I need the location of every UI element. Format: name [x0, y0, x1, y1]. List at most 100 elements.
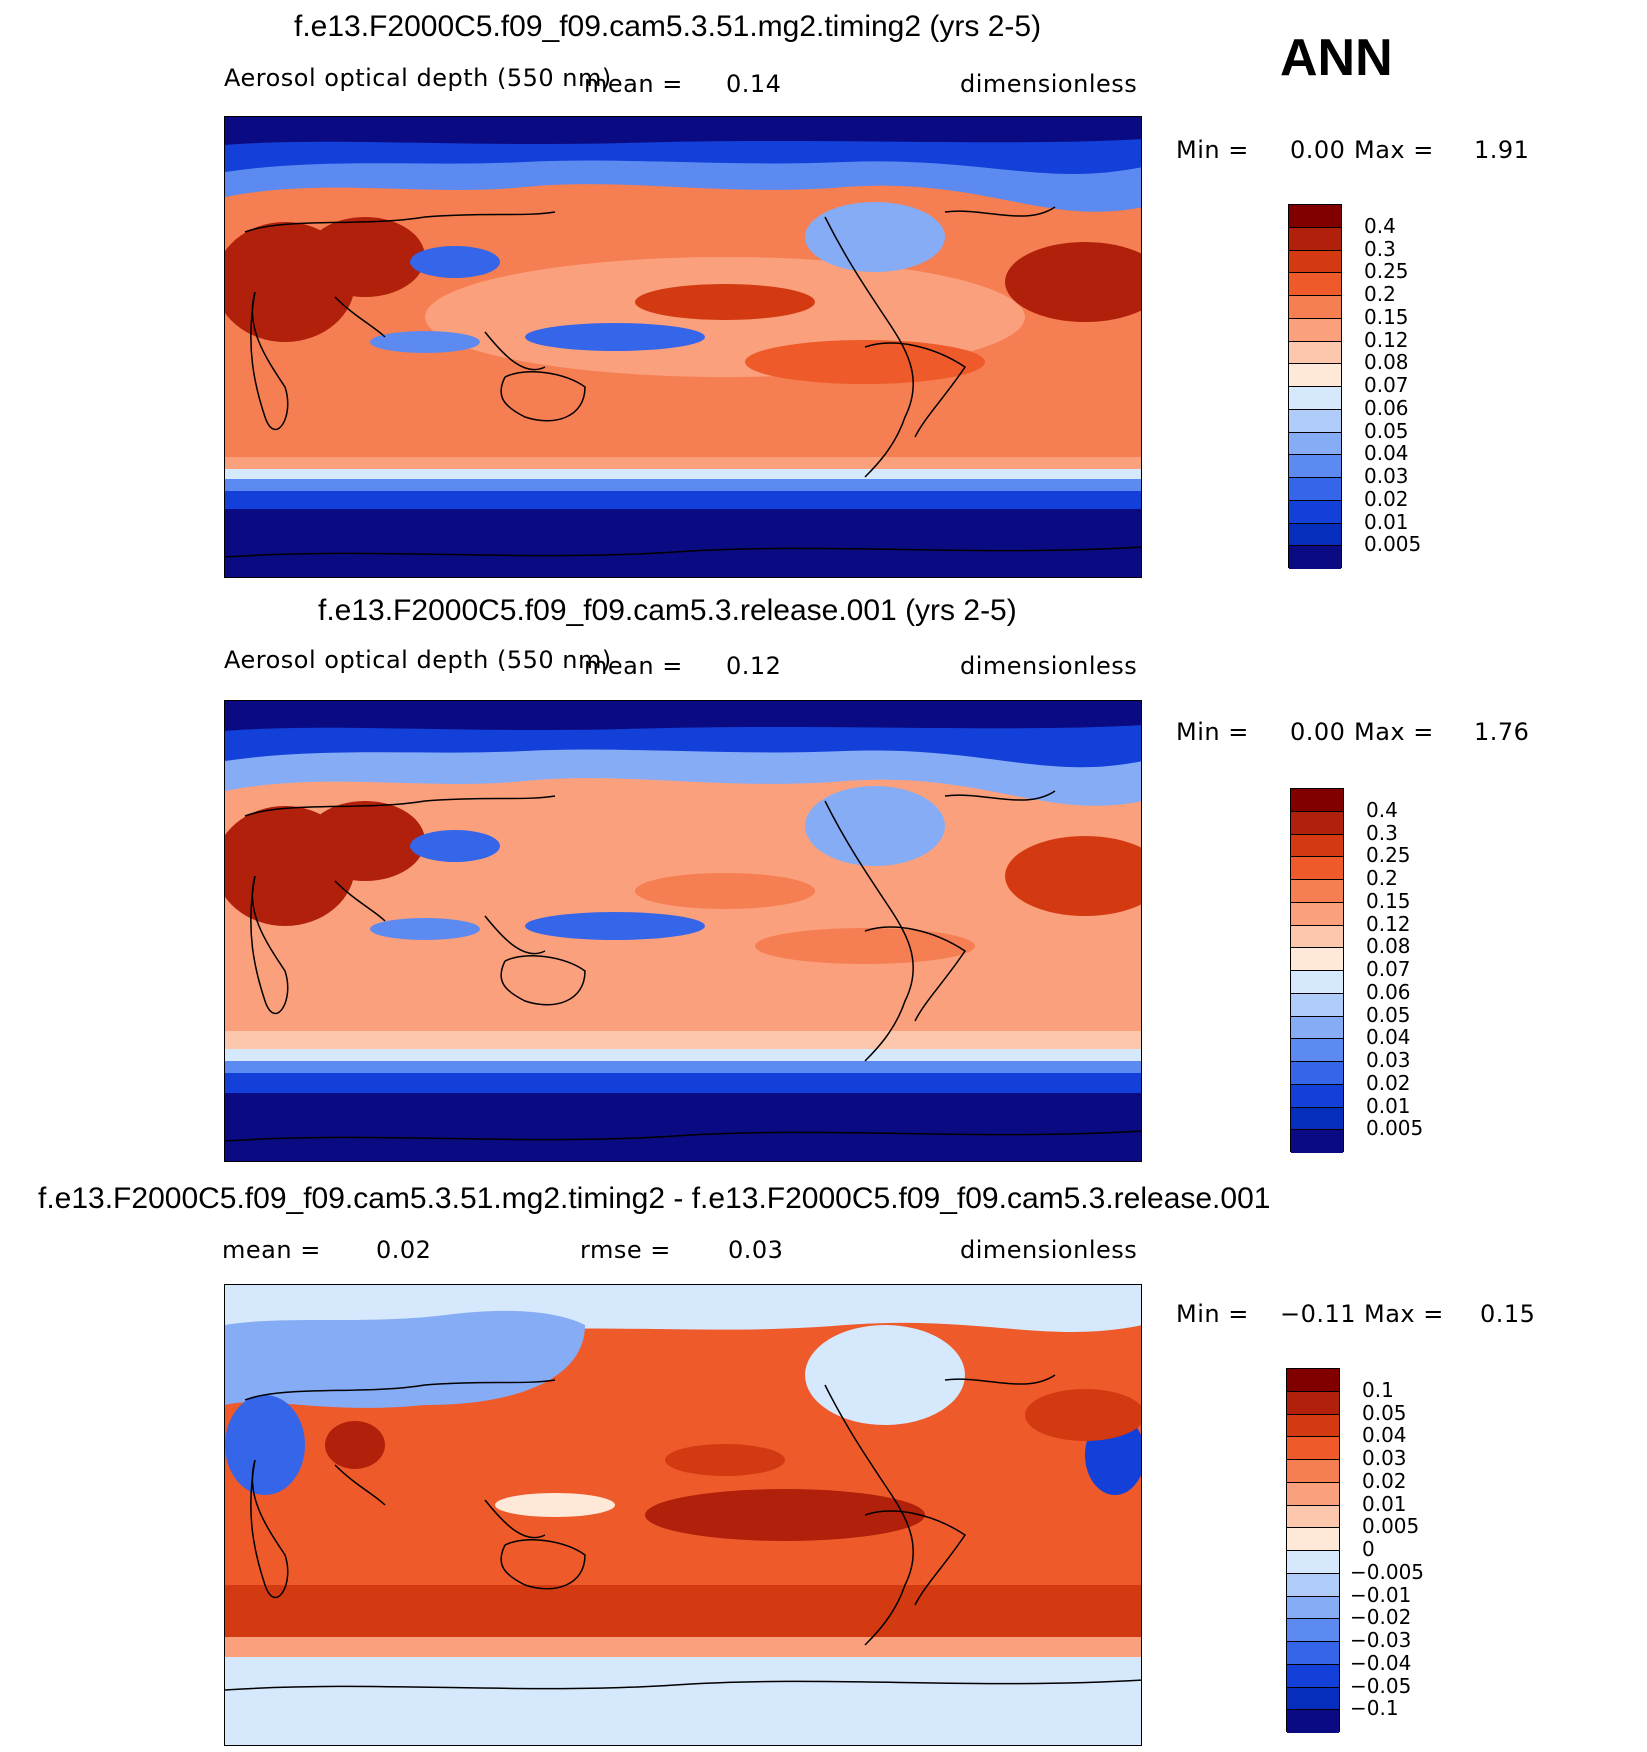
map-atlantic-high: [1025, 1389, 1141, 1441]
panel-1-colorbar-segment: [1289, 227, 1341, 251]
panel-3-colorbar-segment: [1287, 1528, 1339, 1551]
panel-2-colorbar-segment: [1291, 811, 1343, 835]
panel-1-max-value: 1.91: [1474, 136, 1530, 164]
panel-2-colorbar-segment: [1291, 1039, 1343, 1062]
panel-2-colorbar-segment: [1291, 1130, 1343, 1153]
panel-2-colorbar-tick-label: 0.06: [1366, 979, 1411, 1004]
panel-3-colorbar-segment: [1287, 1642, 1339, 1665]
panel-1-mean-label: mean =: [584, 70, 683, 98]
panel-2-min-label: Min =: [1176, 718, 1249, 746]
map-coastlines: [225, 1374, 1141, 1691]
season-label: ANN: [1280, 29, 1393, 87]
panel-1-map: [224, 116, 1142, 578]
panel-1-colorbar-segment: [1289, 523, 1341, 547]
panel-3-colorbar: [1286, 1368, 1340, 1733]
map-indian-low: [370, 918, 480, 940]
panel-3-colorbar-segment: [1287, 1391, 1339, 1415]
panel-1-colorbar-tick-label: 0.05: [1364, 418, 1409, 443]
panel-1-colorbar-tick-label: 0.03: [1364, 464, 1409, 488]
map-band-south-5: [225, 509, 1141, 577]
panel-3-colorbar-tick-label: 0.03: [1362, 1446, 1407, 1470]
panel-1-colorbar-tick-label: 0.08: [1364, 350, 1409, 375]
panel-2-mean-value: 0.12: [726, 652, 782, 680]
panel-3-rmse-label: rmse =: [580, 1236, 671, 1264]
panel-3-map-svg: [225, 1285, 1141, 1745]
panel-1-colorbar-tick-label: 0.01: [1364, 509, 1409, 534]
map-warmpool-low: [525, 912, 705, 940]
map-pacific-east: [745, 340, 985, 384]
panel-3-colorbar-segment: [1287, 1505, 1339, 1529]
panel-1-min-value: 0.00: [1290, 136, 1346, 164]
panel-2-colorbar-tick-label: 0.01: [1366, 1093, 1411, 1118]
panel-2-colorbar-segment: [1291, 993, 1343, 1017]
panel-2-colorbar-tick-label: 0.04: [1366, 1025, 1411, 1050]
panel-1-colorbar-tick-label: 0.25: [1364, 259, 1409, 284]
panel-3-max-value: 0.15: [1480, 1300, 1536, 1328]
map-tibet-low: [410, 246, 500, 278]
map-atlantic-high: [1005, 242, 1141, 322]
panel-1-colorbar-tick-label: 0.02: [1364, 486, 1409, 511]
map-atlantic-high: [1005, 836, 1141, 916]
panel-1-colorbar-segment: [1289, 296, 1341, 319]
panel-3-colorbar-segment: [1287, 1664, 1339, 1688]
panel-2-colorbar-segment: [1291, 880, 1343, 903]
panel-3-mean-value: 0.02: [376, 1236, 432, 1264]
panel-1-colorbar-tick-label: 0.06: [1364, 395, 1409, 420]
map-coastlines: [225, 790, 1141, 1142]
panel-2-colorbar-segment: [1291, 834, 1343, 858]
panel-1-units: dimensionless: [960, 70, 1138, 98]
map-namerica-low: [805, 202, 945, 272]
panel-2-colorbar-tick-label: 0.3: [1366, 820, 1398, 845]
panel-2-mean-label: mean =: [584, 652, 683, 680]
map-nafrica-low: [225, 1395, 305, 1495]
map-pacific-max: [635, 873, 815, 909]
panel-1-colorbar-segment: [1289, 318, 1341, 342]
panel-1-colorbar-tick-label: 0.4: [1364, 213, 1396, 238]
panel-3-colorbar-tick-label: 0: [1362, 1537, 1375, 1561]
panel-2-colorbar: [1290, 788, 1344, 1153]
panel-3-colorbar-tick-label: 0.05: [1362, 1400, 1407, 1425]
map-band-south-3: [225, 1657, 1141, 1745]
panel-2-colorbar-tick-label: 0.4: [1366, 797, 1398, 822]
panel-3-map: [224, 1284, 1142, 1746]
panel-2-colorbar-tick-label: 0.15: [1366, 888, 1411, 913]
panel-2-colorbar-tick-label: 0.02: [1366, 1070, 1411, 1095]
panel-2-colorbar-tick-label: 0.12: [1366, 911, 1411, 936]
map-band-south-2: [225, 1637, 1141, 1657]
panel-2-colorbar-segment: [1291, 971, 1343, 994]
panel-1-colorbar-segment: [1289, 455, 1341, 478]
map-namerica-low: [805, 1325, 965, 1425]
panel-3-colorbar-tick-label: 0.005: [1362, 1514, 1420, 1539]
panel-3-units: dimensionless: [960, 1236, 1138, 1264]
panel-1-colorbar-tick-label: 0.07: [1364, 373, 1409, 397]
panel-3-mean-label: mean =: [222, 1236, 321, 1264]
panel-2-title: f.e13.F2000C5.f09_f09.cam5.3.release.001…: [318, 594, 1017, 627]
panel-3-colorbar-segment: [1287, 1619, 1339, 1642]
panel-3-colorbar-segment: [1287, 1573, 1339, 1597]
map-namerica-low: [805, 786, 945, 866]
panel-2-colorbar-segment: [1291, 1084, 1343, 1108]
panel-3-colorbar-segment: [1287, 1551, 1339, 1574]
map-warmpool-zero: [495, 1493, 615, 1517]
panel-1-colorbar-segment: [1289, 273, 1341, 296]
panel-2-units: dimensionless: [960, 652, 1138, 680]
map-indian-low: [370, 331, 480, 353]
map-eurasia-low: [225, 1310, 585, 1408]
panel-3-min-value: −0.11: [1280, 1300, 1357, 1328]
panel-1-colorbar-segment: [1289, 409, 1341, 433]
panel-3-colorbar-tick-label: −0.02: [1350, 1605, 1412, 1630]
panel-1-colorbar-tick-label: 0.04: [1364, 441, 1409, 466]
panel-1-colorbar-tick-label: 0.12: [1364, 327, 1409, 352]
panel-2-colorbar-tick-label: 0.05: [1366, 1002, 1411, 1027]
map-pacific-max: [635, 284, 815, 320]
panel-1-colorbar-segment: [1289, 364, 1341, 387]
map-pacific-max: [645, 1489, 925, 1541]
map-arabia-high: [305, 801, 425, 881]
map-band-south-5: [225, 1093, 1141, 1161]
panel-2-colorbar-tick-label: 0.08: [1366, 934, 1411, 959]
panel-3-colorbar-tick-label: −0.05: [1350, 1673, 1412, 1698]
panel-1-variable: Aerosol optical depth (550 nm): [224, 64, 612, 92]
panel-2-colorbar-segment: [1291, 789, 1343, 812]
panel-2-colorbar-segment: [1291, 925, 1343, 949]
panel-3-rmse-value: 0.03: [728, 1236, 784, 1264]
